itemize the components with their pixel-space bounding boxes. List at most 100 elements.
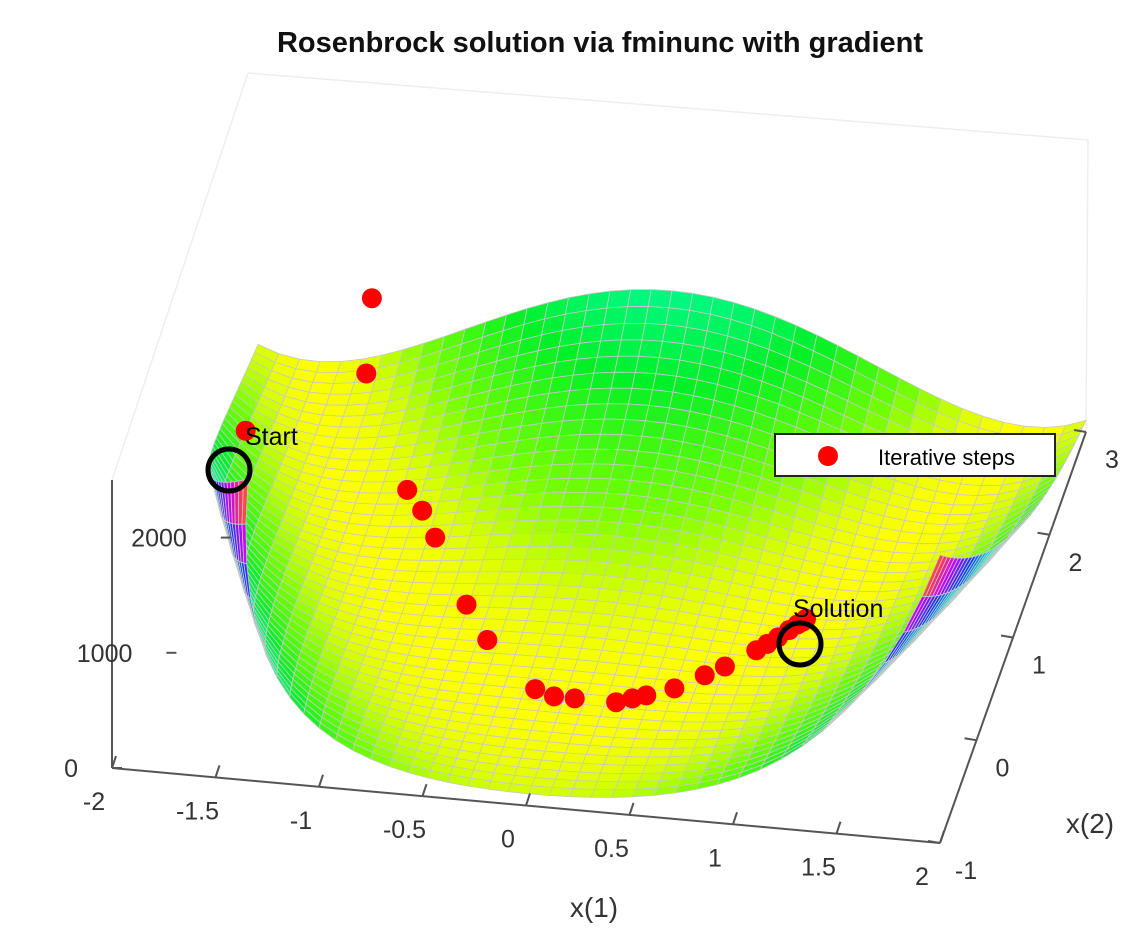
x-tick-mark [732, 811, 738, 825]
surface-patch [592, 725, 619, 738]
start-annotation: Start [205, 423, 298, 494]
surface-patch [589, 735, 615, 748]
surface-patch [794, 638, 821, 649]
surface-patch [548, 787, 574, 798]
surface-patch [603, 562, 630, 579]
surface-patch [607, 387, 633, 405]
surface-patch [395, 559, 421, 572]
surface-patch [575, 771, 601, 782]
surface-patch [490, 652, 516, 667]
z-tick-label: 2000 [131, 525, 187, 553]
iterative-step-point [694, 665, 715, 686]
surface-patch [609, 463, 636, 481]
x-tick-label: -1 [290, 807, 312, 835]
iterative-step-point [714, 656, 735, 677]
surface-patch [921, 554, 945, 597]
surface-patch [408, 581, 435, 595]
surface-patch [590, 534, 617, 551]
surface-patch [837, 578, 863, 592]
solution-label: Solution [793, 595, 883, 623]
surface-patch [742, 665, 768, 678]
surface-patch [686, 702, 712, 714]
surface-patch [582, 753, 608, 765]
surface-patch [857, 580, 884, 593]
iterative-step-point [564, 688, 585, 709]
surface-patch [634, 355, 660, 375]
surface-patch [582, 403, 609, 421]
surface-patch [634, 450, 660, 469]
x-tick-label: 1 [708, 844, 722, 872]
surface-patch [352, 436, 379, 450]
surface-patch [611, 788, 637, 798]
surface-patch [510, 654, 537, 668]
surface-patch [594, 520, 621, 537]
surface-patch [634, 728, 660, 740]
surface-patch [315, 361, 342, 374]
surface-patch [562, 559, 588, 575]
surface-patch [599, 575, 626, 591]
surface-patch [632, 787, 658, 798]
surface-patch [567, 610, 594, 626]
iterative-step-point [397, 479, 418, 500]
y-tick-mark [1000, 634, 1014, 639]
y-tick-label: 1 [1032, 652, 1046, 680]
surface-patch [710, 693, 737, 705]
surface-patch [648, 747, 674, 758]
surface-patch [647, 289, 673, 309]
surface-patch [605, 478, 632, 496]
surface-patch [861, 570, 887, 583]
surface-patch [433, 571, 459, 584]
surface-patch [586, 387, 612, 405]
surface-patch [644, 404, 670, 424]
surface-patch [522, 620, 548, 635]
surface-patch [539, 633, 565, 648]
surface-patch [537, 571, 564, 586]
surface-patch [478, 558, 505, 573]
axes-box [111, 72, 1089, 481]
surface-patch [571, 598, 598, 614]
y-tick-mark [964, 737, 977, 742]
surface-patch [501, 619, 528, 633]
surface-patch [617, 434, 643, 452]
surface-patch [619, 508, 645, 526]
surface-patch [518, 631, 545, 646]
x-axis-label: x(1) [570, 892, 618, 923]
surface-patch [689, 692, 716, 705]
surface-patch [556, 505, 583, 521]
surface-patch [425, 593, 452, 607]
legend: Iterative steps [774, 433, 1056, 477]
surface-patch [514, 643, 541, 657]
surface-patch [626, 479, 652, 498]
surface-patch [372, 503, 398, 516]
surface-patch [480, 618, 507, 632]
surface-patch [566, 546, 592, 562]
surface-patch [581, 491, 608, 508]
surface-patch [590, 789, 616, 798]
surface-patch [613, 449, 639, 467]
y-tick-mark [1073, 429, 1087, 433]
surface-patch [921, 523, 947, 535]
surface-patch [549, 532, 575, 548]
surface-patch [345, 459, 371, 472]
x-tick-label: 0 [501, 826, 515, 854]
surface-patch [790, 648, 817, 659]
surface-patch [606, 289, 632, 309]
surface-patch [638, 339, 663, 359]
surface-patch [672, 739, 698, 749]
surface-patch [655, 729, 681, 741]
surface-patch [526, 608, 552, 623]
surface-patch [378, 547, 404, 561]
surface-patch [454, 571, 480, 585]
y-tick-mark [1037, 531, 1050, 536]
surface-patch [499, 558, 526, 573]
surface-patch [592, 448, 619, 465]
surface-patch [620, 707, 646, 721]
surface-patch [572, 448, 598, 465]
surface-patch [703, 712, 730, 723]
surface-patch [527, 666, 554, 681]
surface-patch [488, 595, 515, 609]
surface-patch [607, 549, 634, 566]
surface-patch [615, 522, 641, 539]
surface-patch [599, 764, 626, 775]
iterative-step-point [664, 678, 685, 699]
